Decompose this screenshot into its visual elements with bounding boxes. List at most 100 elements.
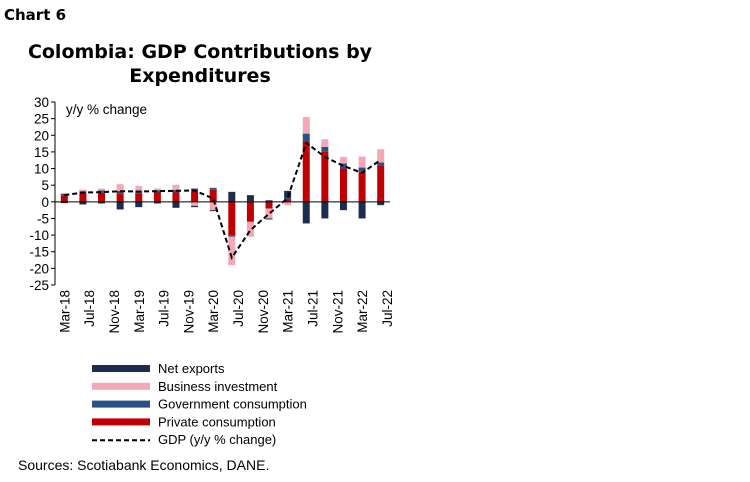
x-tick-label: Nov-20 bbox=[256, 290, 271, 334]
bar-business-investment bbox=[98, 188, 106, 191]
x-tick-label: Mar-20 bbox=[206, 290, 221, 333]
bar-private-consumption bbox=[302, 141, 310, 202]
bar-net-exports bbox=[377, 201, 385, 206]
chart-label: Chart 6 bbox=[4, 6, 67, 24]
bar-private-consumption bbox=[153, 192, 161, 202]
y-tick-label: 15 bbox=[34, 145, 49, 160]
y-tick-label: -10 bbox=[29, 228, 49, 243]
bar-private-consumption bbox=[60, 195, 68, 202]
bar-net-exports bbox=[302, 201, 310, 224]
bar-net-exports bbox=[284, 190, 292, 198]
bar-net-exports bbox=[228, 191, 236, 202]
legend-label: Business investment bbox=[158, 379, 278, 394]
bar-government-consumption bbox=[302, 133, 310, 142]
legend-label: Net exports bbox=[158, 361, 225, 376]
bar-net-exports bbox=[79, 201, 87, 205]
bar-private-consumption bbox=[377, 165, 385, 202]
bar-business-investment bbox=[358, 156, 366, 168]
legend-swatch-net-exports bbox=[92, 365, 150, 372]
bar-private-consumption bbox=[116, 193, 124, 202]
bar-private-consumption bbox=[135, 193, 143, 202]
bar-business-investment bbox=[377, 149, 385, 163]
legend-swatch-government-consumption bbox=[92, 400, 150, 408]
legend-swatch-private-consumption bbox=[92, 418, 150, 426]
bar-private-consumption bbox=[358, 171, 366, 202]
x-tick-label: Jul-18 bbox=[82, 290, 97, 327]
y-tick-label: -20 bbox=[29, 261, 49, 276]
bar-private-consumption bbox=[191, 191, 199, 202]
legend-label: Private consumption bbox=[158, 414, 276, 429]
bar-private-consumption bbox=[265, 201, 273, 209]
y-tick-label: 20 bbox=[34, 128, 49, 143]
legend-swatch-business-investment bbox=[92, 382, 150, 390]
bar-net-exports bbox=[172, 201, 180, 208]
bar-net-exports bbox=[153, 201, 161, 204]
bar-private-consumption bbox=[339, 168, 347, 202]
bar-government-consumption bbox=[98, 190, 106, 193]
legend: Net exports Business investment Government… bbox=[92, 361, 307, 447]
bar-net-exports bbox=[339, 201, 347, 211]
bar-government-consumption bbox=[209, 187, 217, 190]
bar-business-investment bbox=[135, 185, 143, 191]
x-tick-label: Jul-21 bbox=[305, 290, 320, 327]
bar-business-investment bbox=[284, 201, 292, 206]
bar-private-consumption bbox=[246, 201, 254, 222]
bar-business-investment bbox=[116, 184, 124, 191]
bar-government-consumption bbox=[265, 200, 273, 202]
y-tick-label: -15 bbox=[29, 245, 49, 260]
x-tick-label: Mar-19 bbox=[132, 290, 147, 333]
y-tick-label: -25 bbox=[29, 278, 49, 293]
y-tick-label: 0 bbox=[41, 195, 49, 210]
bar-net-exports bbox=[116, 201, 124, 210]
bar-government-consumption bbox=[321, 146, 329, 152]
bar-government-consumption bbox=[358, 167, 366, 172]
y-tick-label: 10 bbox=[34, 162, 49, 177]
legend-label: Government consumption bbox=[158, 397, 307, 412]
x-tick-label: Nov-21 bbox=[330, 290, 345, 334]
source-note: Sources: Scotiabank Economics, DANE. bbox=[18, 457, 270, 473]
bar-private-consumption bbox=[172, 192, 180, 202]
x-tick-label: Mar-21 bbox=[281, 290, 296, 333]
bar-business-investment bbox=[265, 208, 273, 219]
gdp-line bbox=[64, 141, 382, 260]
chart-canvas: Colombia: GDP Contributions by Expenditu… bbox=[28, 41, 395, 447]
legend-label: GDP (y/y % change) bbox=[158, 432, 276, 447]
bar-government-consumption bbox=[172, 189, 180, 193]
bar-business-investment bbox=[321, 139, 329, 147]
bar-net-exports bbox=[265, 218, 273, 220]
bar-business-investment bbox=[209, 201, 217, 211]
chart-title-line-1: Colombia: GDP Contributions by bbox=[28, 41, 373, 63]
bar-government-consumption bbox=[284, 197, 292, 200]
bar-private-consumption bbox=[79, 193, 87, 202]
x-tick-label: Jul-19 bbox=[157, 290, 172, 327]
x-tick-label: Mar-18 bbox=[57, 290, 72, 333]
bar-private-consumption bbox=[321, 151, 329, 202]
bar-business-investment bbox=[153, 188, 161, 191]
bar-business-investment bbox=[339, 156, 347, 164]
bar-government-consumption bbox=[153, 190, 161, 193]
bar-net-exports bbox=[358, 201, 366, 219]
y-tick-label: 25 bbox=[34, 112, 49, 127]
bar-government-consumption bbox=[377, 162, 385, 166]
bar-government-consumption bbox=[339, 163, 347, 169]
bar-private-consumption bbox=[228, 201, 236, 236]
bar-business-investment bbox=[60, 192, 68, 194]
bar-business-investment bbox=[79, 189, 87, 192]
bar-business-investment bbox=[246, 221, 254, 237]
bar-business-investment bbox=[228, 236, 236, 266]
bar-net-exports bbox=[98, 201, 106, 204]
y-axis-label: y/y % change bbox=[66, 102, 147, 117]
x-tick-label: Nov-18 bbox=[107, 290, 122, 334]
bar-net-exports bbox=[321, 201, 329, 219]
bar-private-consumption bbox=[209, 189, 217, 202]
bar-net-exports bbox=[209, 210, 217, 212]
bar-net-exports bbox=[135, 201, 143, 208]
y-tick-label: -5 bbox=[37, 211, 49, 226]
bar-business-investment bbox=[172, 184, 180, 190]
x-tick-label: Nov-19 bbox=[181, 290, 196, 334]
x-tick-label: Jul-22 bbox=[380, 290, 395, 327]
bar-net-exports bbox=[60, 201, 68, 204]
bar-net-exports bbox=[246, 195, 254, 202]
bar-business-investment bbox=[191, 201, 199, 206]
